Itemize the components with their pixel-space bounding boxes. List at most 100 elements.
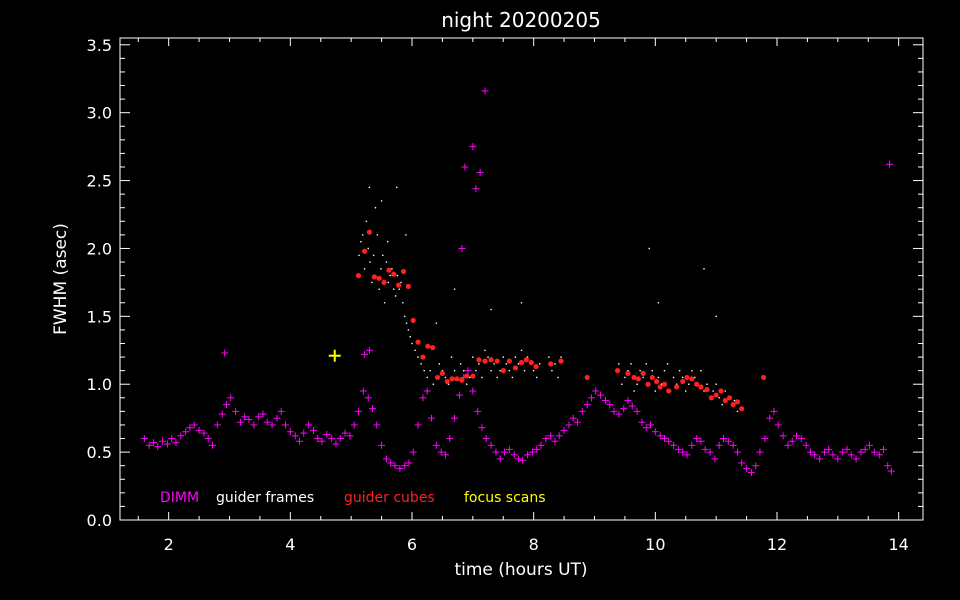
guider-frames-point: [444, 376, 447, 379]
dimm-point: [756, 448, 764, 456]
guider-frames-point: [369, 261, 371, 263]
dimm-point: [458, 244, 466, 252]
dimm-point: [182, 428, 190, 436]
guider-frames-point: [511, 376, 514, 379]
dimm-point: [656, 432, 664, 440]
guider-cubes-point: [444, 378, 450, 385]
y-tick-label: 0.0: [87, 511, 112, 530]
guider-frames-point: [496, 376, 498, 379]
guider-cubes-point: [405, 283, 411, 290]
guider-cubes-point: [649, 374, 655, 381]
guider-cubes-point: [689, 376, 695, 382]
dimm-point: [492, 448, 500, 456]
guider-frames-point: [405, 322, 408, 324]
guider-cubes-point: [376, 275, 382, 281]
guider-frames-point: [398, 288, 401, 290]
dimm-point: [455, 391, 463, 399]
focus-scans-point: [328, 349, 341, 362]
guider-frames-point: [468, 376, 471, 379]
dimm-point: [154, 443, 162, 451]
dimm-point: [646, 421, 654, 429]
x-tick-label: 14: [888, 535, 908, 554]
dimm-point: [172, 439, 180, 447]
guider-cubes-point: [454, 376, 460, 382]
dimm-point: [255, 413, 263, 421]
guider-frames-point: [407, 329, 410, 331]
guider-frames-point: [383, 301, 386, 304]
dimm-point: [232, 407, 240, 415]
dimm-point: [843, 445, 851, 453]
guider-cubes-point: [381, 279, 387, 285]
guider-frames-point: [624, 376, 626, 379]
dimm-point: [474, 407, 482, 415]
guider-frames-point: [395, 186, 398, 189]
y-axis-ticks: 0.0 0.5 1.0 1.5 2.0 2.5 3.0 3.5: [87, 36, 923, 530]
dimm-point: [724, 437, 732, 445]
x-tick-label: 8: [529, 535, 539, 554]
dimm-point: [482, 435, 490, 443]
legend-item-dimm: DIMM: [160, 490, 199, 506]
guider-frames-point: [651, 369, 654, 372]
dimm-point: [578, 407, 586, 415]
chart-title: night 20200205: [441, 8, 601, 32]
dimm-point: [441, 451, 449, 459]
guider-frames-point: [630, 363, 632, 365]
guider-frames-point: [681, 376, 684, 379]
guider-frames-point: [420, 363, 422, 365]
dimm-point: [361, 350, 369, 358]
guider-frames-point: [484, 349, 486, 352]
dimm-point: [693, 435, 701, 443]
guider-frames-point: [481, 376, 483, 379]
dimm-point: [792, 432, 800, 440]
guider-frames-point: [538, 363, 541, 365]
guider-cubes-point: [366, 229, 373, 235]
legend: DIMM guider frames guider cubes focus sc…: [160, 490, 546, 506]
dimm-point: [391, 462, 399, 470]
dimm-point: [286, 428, 294, 436]
dimm-point: [149, 439, 157, 447]
guider-frames-point: [733, 399, 736, 402]
dimm-point: [865, 441, 873, 449]
dimm-point: [875, 451, 883, 459]
dimm-point: [766, 414, 774, 422]
dimm-point: [870, 448, 878, 456]
guider-frames-point: [657, 301, 660, 304]
dimm-point: [633, 407, 641, 415]
dimm-point: [476, 168, 484, 176]
dimm-point: [542, 435, 550, 443]
guider-frames-point: [394, 295, 397, 297]
dimm-point: [573, 418, 581, 426]
guider-frames-point: [654, 390, 657, 392]
guider-frames-point: [380, 268, 382, 270]
guider-frames-point: [551, 369, 553, 372]
dimm-point: [159, 437, 167, 445]
guider-frames-point: [648, 247, 651, 250]
dimm-point: [365, 346, 373, 354]
guider-cubes-point: [523, 357, 529, 363]
dimm-point: [797, 435, 805, 443]
dimm-point: [190, 421, 198, 429]
x-axis-label: time (hours UT): [454, 560, 587, 580]
dimm-point: [688, 441, 696, 449]
dimm-point: [547, 432, 555, 440]
dimm-point: [309, 426, 317, 434]
guider-frames-point: [429, 369, 432, 372]
y-axis-label: FWHM (asec): [51, 223, 71, 335]
dimm-point: [747, 468, 755, 476]
dimm-point: [427, 414, 435, 422]
dimm-point: [336, 435, 344, 443]
dimm-point: [354, 407, 362, 415]
dimm-point: [847, 451, 855, 459]
dimm-point: [752, 462, 760, 470]
dimm-point: [706, 448, 714, 456]
guider-cubes-point: [420, 354, 426, 360]
guider-cubes-point: [726, 395, 733, 401]
dimm-point: [461, 163, 469, 171]
dimm-point: [887, 467, 895, 475]
guider-cubes-point: [500, 368, 506, 374]
dimm-point: [472, 185, 480, 193]
dimm-point: [788, 437, 796, 445]
x-tick-label: 6: [407, 535, 417, 554]
guider-cubes-point: [640, 370, 646, 376]
guider-cubes-point: [386, 267, 392, 273]
